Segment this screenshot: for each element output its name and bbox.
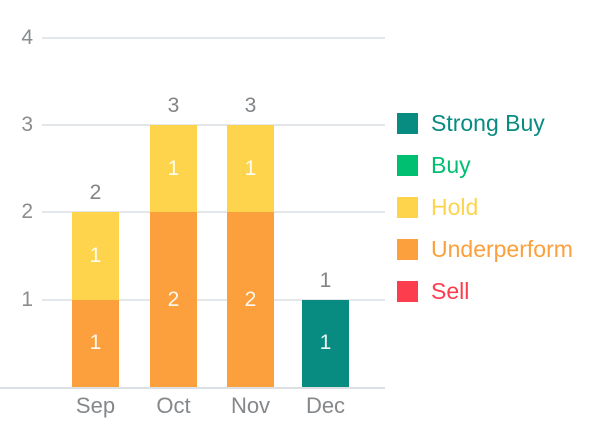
bar-sep-underperform[interactable]: 1 [72,299,119,387]
x-axis-line [0,387,385,389]
legend-item-strong-buy[interactable]: Strong Buy [397,109,573,136]
legend-swatch-hold [397,196,418,218]
bar-nov-hold[interactable]: 1 [227,125,274,213]
bar-segment-value: 1 [167,156,180,180]
bar-segment-value: 1 [244,156,257,180]
bar-segment-value: 2 [244,287,257,311]
legend-swatch-buy [397,154,418,176]
legend-item-hold[interactable]: Hold [397,193,573,220]
legend-label: Sell [431,277,470,304]
bar-sep-hold[interactable]: 1 [72,212,119,300]
bar-total-label-oct: 3 [167,94,180,117]
legend-label: Hold [431,193,479,220]
legend-label: Buy [431,151,471,178]
bar-segment-value: 2 [167,287,180,311]
legend-item-buy[interactable]: Buy [397,151,573,178]
bar-segment-value: 1 [319,331,332,355]
legend-swatch-sell [397,280,418,302]
y-axis-tick-label: 4 [21,25,33,49]
x-axis-label-nov: Nov [230,393,271,418]
bar-total-label-dec: 1 [319,268,332,292]
bar-oct-underperform[interactable]: 2 [150,212,197,387]
x-axis-label-sep: Sep [75,393,116,418]
legend-swatch-strong-buy [397,112,418,134]
y-axis-tick-label: 1 [21,287,33,311]
bar-dec-strong-buy[interactable]: 1 [302,299,349,387]
bar-oct-hold[interactable]: 1 [150,125,197,213]
y-axis-tick-label: 3 [21,113,33,136]
bar-segment-value: 1 [89,243,102,267]
bar-total-label-nov: 3 [244,94,257,117]
legend-label: Underperform [431,235,573,262]
legend-swatch-underperform [397,238,418,260]
x-axis-label-dec: Dec [305,393,346,418]
x-axis-label-oct: Oct [156,393,191,418]
bar-total-label-sep: 2 [89,181,102,205]
y-axis-tick-label: 2 [21,200,33,224]
legend: Strong Buy Buy Hold Underperform Sell [397,109,573,304]
gridline-y3 [42,124,385,126]
bar-nov-underperform[interactable]: 2 [227,212,274,387]
legend-item-sell[interactable]: Sell [397,277,573,304]
legend-item-underperform[interactable]: Underperform [397,235,573,262]
gridline-y4 [42,36,385,39]
legend-label: Strong Buy [431,109,545,136]
bar-segment-value: 1 [89,331,102,355]
